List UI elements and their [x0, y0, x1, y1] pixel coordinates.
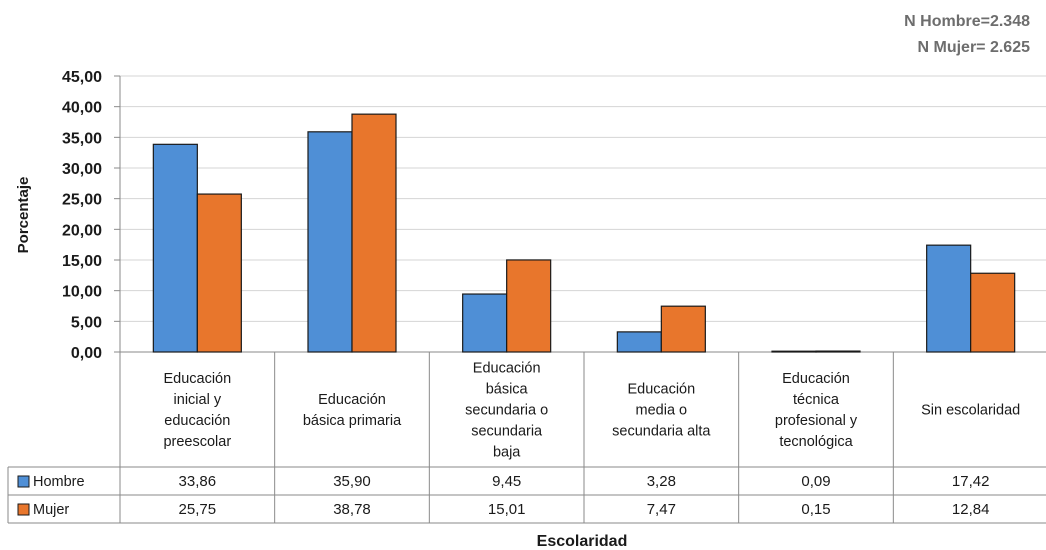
- data-table: Educación inicial y educación preescolar Edu…: [7, 352, 1046, 524]
- y-tick-label: 20,00: [62, 222, 102, 239]
- bar-hombre: [152, 143, 198, 353]
- x-category-label: Educación técnica profesional y tecnológica: [775, 371, 858, 450]
- x-category-label: Educación media o secundaria alta: [612, 382, 711, 440]
- bar-hombre: [771, 350, 817, 353]
- x-axis-label: Escolaridad: [537, 533, 628, 550]
- data-value-mujer: 7,47: [647, 501, 676, 518]
- data-value-hombre: 9,45: [492, 473, 521, 490]
- bar-hombre: [616, 331, 662, 353]
- data-value-hombre: 3,28: [647, 473, 676, 490]
- y-tick-label: 30,00: [62, 161, 102, 178]
- y-tick-label: 35,00: [62, 130, 102, 147]
- y-axis-label: Porcentaje: [15, 177, 32, 254]
- y-tick-label: 0,00: [71, 345, 102, 362]
- y-tick-label: 5,00: [71, 314, 102, 331]
- legend-swatch-hombre: [17, 475, 30, 488]
- data-value-mujer: 0,15: [801, 501, 830, 518]
- data-value-mujer: 15,01: [488, 501, 526, 518]
- y-tick-labels: 0,00 5,00 10,00 15,00 20,00 25,00 30,00 35,00 40…: [62, 69, 121, 362]
- bar-mujer: [970, 272, 1016, 353]
- legend-label-hombre: Hombre: [33, 474, 85, 490]
- bars: [152, 113, 1016, 353]
- data-value-hombre: 33,86: [179, 473, 217, 490]
- x-category-label: Sin escolaridad: [921, 403, 1020, 419]
- data-value-hombre: 35,90: [333, 473, 371, 490]
- bar-mujer: [506, 259, 552, 353]
- data-value-mujer: 38,78: [333, 501, 371, 518]
- bar-mujer: [815, 350, 861, 353]
- data-value-mujer: 12,84: [952, 501, 990, 518]
- y-tick-label: 15,00: [62, 253, 102, 270]
- data-value-hombre: 0,09: [801, 473, 830, 490]
- x-category-label: Educación básica secundaria o secundaria baj…: [465, 361, 548, 461]
- y-tick-label: 10,00: [62, 284, 102, 301]
- bar-mujer: [660, 305, 706, 353]
- gridlines: [120, 75, 1046, 353]
- bar-mujer: [196, 193, 242, 353]
- data-value-hombre: 17,42: [952, 473, 990, 490]
- y-tick-label: 40,00: [62, 100, 102, 117]
- x-category-label: Educación básica primaria: [303, 392, 402, 429]
- bar-hombre: [926, 244, 972, 353]
- n-mujer-note: N Mujer= 2.625: [918, 39, 1031, 56]
- bar-hombre: [462, 293, 508, 353]
- y-tick-label: 25,00: [62, 192, 102, 209]
- data-value-mujer: 25,75: [179, 501, 217, 518]
- bar-mujer: [351, 113, 397, 353]
- x-category-label: Educación inicial y educación preescolar: [163, 371, 231, 450]
- n-hombre-note: N Hombre=2.348: [904, 13, 1030, 30]
- bar-hombre: [307, 131, 353, 353]
- y-tick-label: 45,00: [62, 69, 102, 86]
- legend-label-mujer: Mujer: [33, 502, 69, 518]
- legend-swatch-mujer: [17, 503, 30, 516]
